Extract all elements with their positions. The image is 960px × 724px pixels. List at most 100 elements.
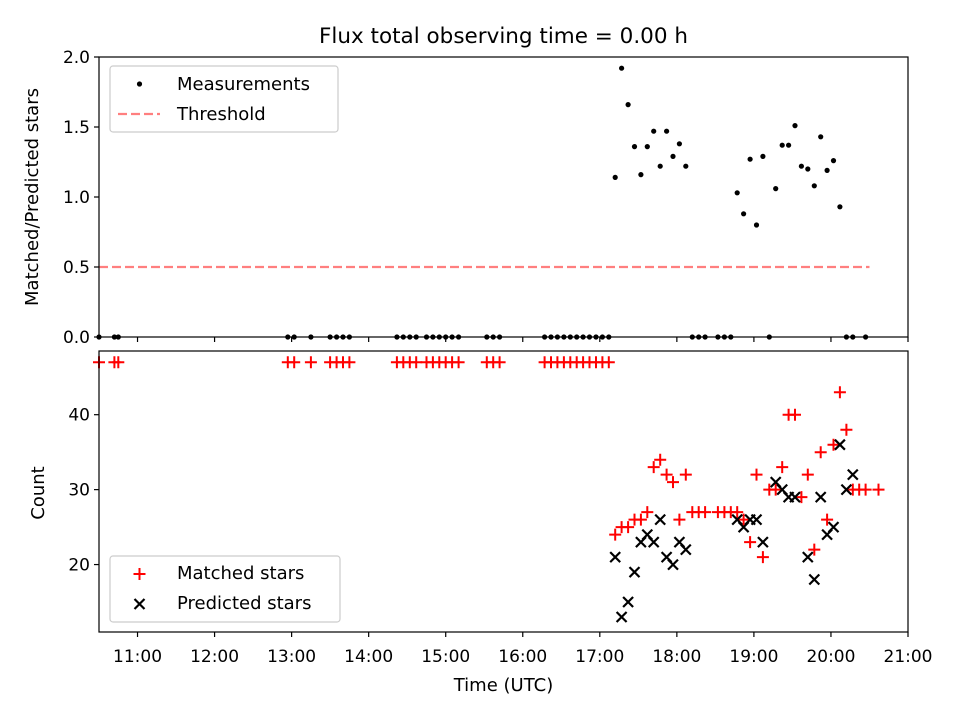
predicted-star-point (802, 551, 814, 563)
matched-star-point (859, 483, 872, 496)
x-tick-label: 20:00 (806, 647, 855, 667)
bottom-y-tick-label: 30 (68, 481, 90, 501)
measurement-point (805, 166, 811, 172)
measurement-point (676, 141, 683, 147)
x-tick-label: 18:00 (652, 647, 701, 667)
legend-threshold-label: Threshold (176, 104, 266, 125)
legend-measurements-label: Measurements (177, 74, 310, 95)
x-tick-label: 17:00 (575, 647, 624, 667)
predicted-star-point (827, 521, 840, 533)
top-plot-area: 0.0 0.5 1.0 1.5 2.0 (63, 48, 909, 348)
matched-star-point (609, 528, 622, 541)
matched-star-point (493, 356, 506, 369)
x-tick-label: 14:00 (344, 647, 393, 667)
matched-star-point (634, 513, 647, 526)
bottom-y-axis-label: Count (28, 466, 49, 519)
top-y-axis-label: Matched/Predicted stars (22, 88, 43, 306)
predicted-star-point (757, 536, 769, 548)
legend-matched-label: Matched stars (177, 563, 304, 584)
top-y-tick-label: 1.0 (63, 188, 90, 208)
measurement-point (670, 153, 676, 159)
measurement-point (773, 186, 779, 192)
bottom-y-tick-label: 20 (68, 556, 90, 576)
top-chart-title: Flux total observing time = 0.00 h (319, 24, 688, 49)
measurement-point (824, 167, 830, 173)
matched-star-point (801, 468, 814, 481)
x-tick-label: 12:00 (190, 647, 239, 667)
measurement-point (798, 163, 805, 169)
bottom-legend: Matched stars Predicted stars (109, 555, 341, 623)
top-y-tick-label: 1.5 (63, 118, 90, 138)
measurement-point (657, 163, 663, 169)
x-tick-label: 16:00 (498, 647, 547, 667)
x-tick-label: 19:00 (729, 647, 778, 667)
measurement-point (664, 128, 670, 134)
measurement-point (753, 222, 760, 228)
matched-star-point (821, 513, 834, 526)
measurement-point (747, 156, 753, 162)
measurement-point (651, 128, 657, 134)
matched-star-point (731, 506, 744, 519)
top-y-tick-label: 2.0 (63, 48, 90, 68)
matched-star-point (410, 356, 423, 369)
predicted-star-point (840, 483, 853, 496)
predicted-star-point (814, 491, 827, 503)
top-legend-frame (109, 65, 339, 133)
matched-star-point (660, 468, 673, 481)
x-tick-label: 15:00 (421, 647, 470, 667)
matched-star-point (744, 536, 757, 549)
predicted-star-point (654, 513, 666, 526)
matched-star-point (737, 513, 750, 526)
predicted-star-point (647, 536, 660, 548)
measurement-point (612, 174, 618, 180)
matched-star-point (789, 408, 801, 421)
measurement-point (625, 102, 631, 108)
top-y-tick-label: 0.0 (63, 328, 90, 348)
measurement-point (741, 211, 747, 217)
matched-star-point (872, 483, 885, 496)
matched-star-point (750, 468, 763, 481)
matched-star-point (673, 513, 686, 526)
legend-matched-marker (133, 568, 146, 580)
matched-star-point (112, 356, 125, 369)
matched-star-point (622, 521, 635, 534)
predicted-star-point (808, 573, 821, 586)
matched-star-point (654, 453, 667, 466)
measurement-point (786, 142, 792, 148)
matched-star-point (814, 446, 827, 459)
top-y-tick-label: 0.5 (63, 258, 90, 278)
predicted-star-point (680, 543, 692, 556)
matched-star-point (833, 386, 846, 399)
matched-star-point (679, 468, 692, 481)
matched-star-point (699, 506, 712, 519)
matched-star-point (647, 461, 660, 474)
matched-star-point (641, 506, 654, 519)
top-legend: Measurements Threshold (109, 65, 339, 133)
predicted-star-point (750, 513, 763, 526)
measurement-point (683, 163, 689, 169)
measurement-point (811, 183, 817, 189)
measurement-point (792, 123, 798, 129)
x-tick-label: 11:00 (113, 647, 162, 667)
x-tick-label: 13:00 (267, 647, 316, 667)
matched-star-point (776, 461, 789, 474)
matched-star-point (452, 356, 465, 369)
measurement-point (818, 134, 824, 140)
bottom-axes-frame (98, 350, 909, 633)
bottom-plot-area: 20 30 40 11:00 12:00 13:00 14:00 15:00 16:00 17:0… (68, 350, 933, 667)
predicted-star-point (622, 596, 634, 608)
predicted-star-point (667, 558, 679, 571)
measurement-point (631, 144, 638, 150)
matched-star-point (667, 476, 679, 489)
predicted-star-point (834, 438, 846, 451)
measurement-point (830, 158, 837, 164)
predicted-star-point (615, 611, 628, 623)
measurement-point (619, 65, 625, 71)
predicted-star-point (847, 468, 859, 481)
matched-star-point (769, 483, 782, 496)
x-axis-label: Time (UTC) (453, 675, 554, 696)
matched-star-point (840, 423, 853, 436)
matched-star-point (288, 356, 301, 369)
measurement-point (644, 144, 650, 150)
